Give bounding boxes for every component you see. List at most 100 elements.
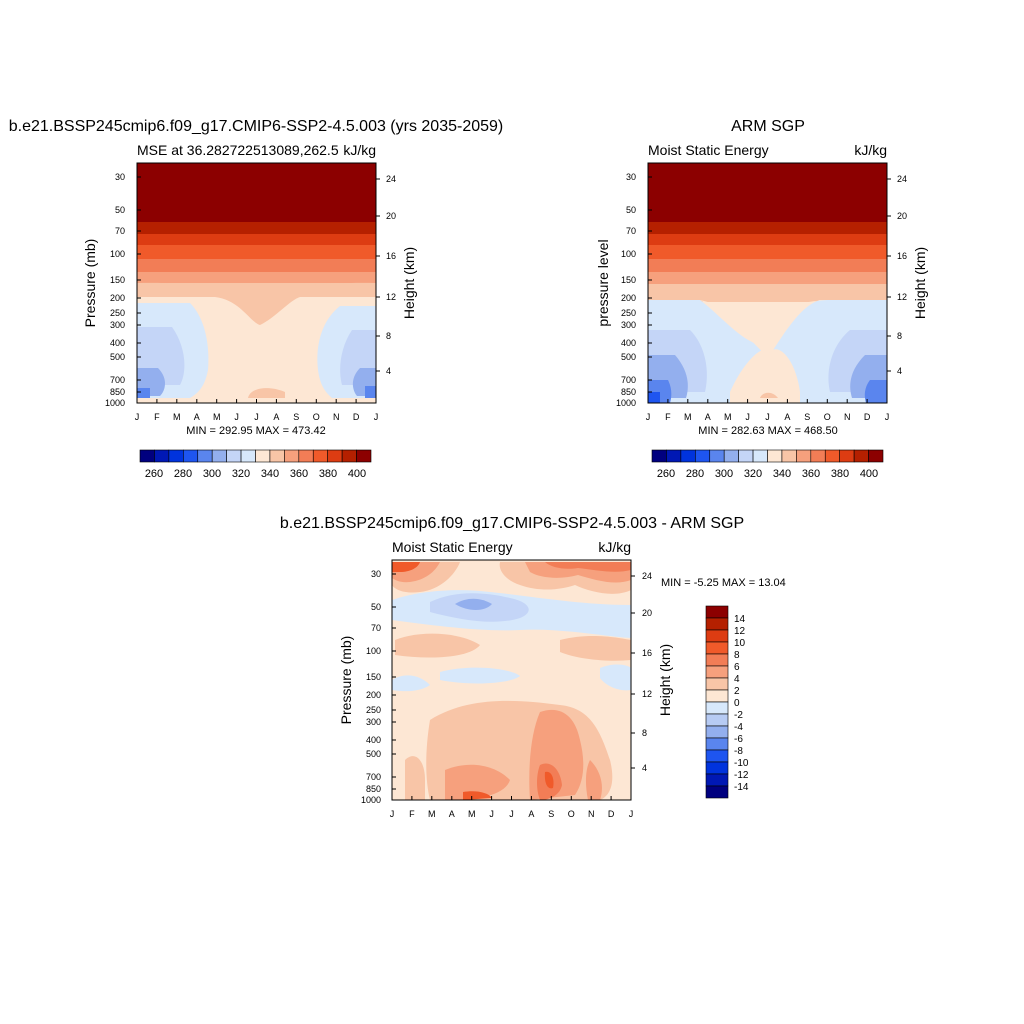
p2-ytick-150: 150 bbox=[621, 275, 636, 285]
p1-ytick-300: 300 bbox=[110, 320, 125, 330]
p2-xtick-12: J bbox=[885, 412, 890, 422]
p1-ytick-1000: 1000 bbox=[105, 398, 125, 408]
p1-xtick-3: A bbox=[194, 412, 200, 422]
panel-diff-title: b.e21.BSSP245cmip6.f09_g17.CMIP6-SSP2-4.… bbox=[280, 515, 744, 532]
p1-xtick-5: J bbox=[234, 412, 239, 422]
panel-diff-ylabel: Pressure (mb) bbox=[338, 636, 354, 725]
p3-cb-label-0: 0 bbox=[734, 698, 740, 709]
p2-htick-16: 16 bbox=[897, 251, 907, 261]
p3-xtick-2: M bbox=[428, 809, 436, 819]
p3-xtick-8: S bbox=[548, 809, 554, 819]
colorbar-swatch bbox=[255, 449, 271, 463]
panel-model-height-ticks: 24 20 16 12 8 4 bbox=[376, 174, 396, 376]
panel-obs-x-ticks: J F M A M J J A S O N D J bbox=[646, 399, 890, 422]
p1-xtick-8: S bbox=[293, 412, 299, 422]
colorbar-swatch bbox=[705, 701, 729, 715]
panel-obs-colorbar: 260 280 300 320 340 360 380 400 bbox=[651, 449, 884, 480]
p1-cb-label-360: 360 bbox=[290, 468, 308, 480]
panel-obs-y-ticks: 30 50 70 100 150 200 250 300 400 500 700… bbox=[616, 172, 652, 408]
p1-ytick-200: 200 bbox=[110, 293, 125, 303]
panel-model-y-ticks: 30 50 70 100 150 200 250 300 400 500 700… bbox=[105, 172, 141, 408]
p2-htick-24: 24 bbox=[897, 174, 907, 184]
p2-cb-label-400: 400 bbox=[860, 468, 878, 480]
p1-ytick-30: 30 bbox=[115, 172, 125, 182]
p1-htick-12: 12 bbox=[386, 292, 396, 302]
p3-cb-label-8: 8 bbox=[734, 650, 740, 661]
p1-ytick-100: 100 bbox=[110, 249, 125, 259]
colorbar-swatch bbox=[240, 449, 256, 463]
p2-xtick-4: M bbox=[724, 412, 732, 422]
p3-xtick-12: J bbox=[629, 809, 634, 819]
p3-ytick-250: 250 bbox=[366, 705, 381, 715]
panel-model-x-ticks: J F M A M J J A S O N D J bbox=[135, 399, 378, 422]
p3-cb-label-m4: -4 bbox=[734, 722, 743, 733]
p1-htick-16: 16 bbox=[386, 251, 396, 261]
panel-obs: ARM SGP Moist Static Energy kJ/kg bbox=[595, 118, 928, 480]
colorbar-swatch bbox=[752, 449, 768, 463]
p3-cb-label-6: 6 bbox=[734, 662, 740, 673]
colorbar-swatch bbox=[709, 449, 725, 463]
colorbar-swatch bbox=[651, 449, 667, 463]
panel-diff-ylabel-right: Height (km) bbox=[657, 644, 673, 716]
p3-ytick-500: 500 bbox=[366, 749, 381, 759]
p1-cb-label-260: 260 bbox=[145, 468, 163, 480]
colorbar-swatch bbox=[705, 653, 729, 667]
p3-cb-label-m2: -2 bbox=[734, 710, 743, 721]
p1-xtick-11: D bbox=[353, 412, 360, 422]
p3-xtick-4: M bbox=[468, 809, 476, 819]
p2-xtick-5: J bbox=[745, 412, 750, 422]
panel-model-ylabel-right: Height (km) bbox=[401, 247, 417, 319]
colorbar-swatch bbox=[781, 449, 797, 463]
colorbar-swatch bbox=[868, 449, 884, 463]
colorbar-swatch bbox=[197, 449, 213, 463]
colorbar-swatch bbox=[327, 449, 343, 463]
p1-xtick-4: M bbox=[213, 412, 221, 422]
colorbar-swatch bbox=[695, 449, 711, 463]
panel-obs-title: ARM SGP bbox=[731, 118, 805, 135]
p2-xtick-2: M bbox=[684, 412, 692, 422]
p1-htick-20: 20 bbox=[386, 211, 396, 221]
panel-obs-height-ticks: 24 20 16 12 8 4 bbox=[887, 174, 907, 376]
panel-obs-ylabel: pressure level bbox=[595, 239, 611, 326]
p3-xtick-3: A bbox=[449, 809, 455, 819]
p2-htick-12: 12 bbox=[897, 292, 907, 302]
colorbar-swatch bbox=[705, 617, 729, 631]
p2-xtick-8: S bbox=[804, 412, 810, 422]
colorbar-swatch bbox=[705, 689, 729, 703]
p1-htick-8: 8 bbox=[386, 331, 391, 341]
p1-cb-label-340: 340 bbox=[261, 468, 279, 480]
panel-obs-ylabel-right: Height (km) bbox=[912, 247, 928, 319]
p3-cb-label-m8: -8 bbox=[734, 746, 743, 757]
p2-ytick-70: 70 bbox=[626, 226, 636, 236]
p1-cb-label-320: 320 bbox=[232, 468, 250, 480]
panel-diff: b.e21.BSSP245cmip6.f09_g17.CMIP6-SSP2-4.… bbox=[280, 515, 786, 819]
p1-cb-label-400: 400 bbox=[348, 468, 366, 480]
panel-model-ylabel: Pressure (mb) bbox=[82, 239, 98, 328]
p3-xtick-9: O bbox=[568, 809, 575, 819]
p3-ytick-30: 30 bbox=[371, 569, 381, 579]
p2-xtick-7: A bbox=[784, 412, 790, 422]
p1-ytick-70: 70 bbox=[115, 226, 125, 236]
p2-htick-20: 20 bbox=[897, 211, 907, 221]
colorbar-swatch bbox=[705, 761, 729, 775]
panel-diff-left-string: Moist Static Energy bbox=[392, 539, 513, 555]
panel-obs-right-string: kJ/kg bbox=[854, 142, 887, 158]
p1-ytick-700: 700 bbox=[110, 375, 125, 385]
colorbar-swatch bbox=[705, 677, 729, 691]
panel-diff-right-string: kJ/kg bbox=[598, 539, 631, 555]
p3-htick-16: 16 bbox=[642, 648, 652, 658]
p2-ytick-200: 200 bbox=[621, 293, 636, 303]
p2-ytick-700: 700 bbox=[621, 375, 636, 385]
p3-cb-label-14: 14 bbox=[734, 614, 746, 625]
colorbar-swatch bbox=[767, 449, 783, 463]
colorbar-swatch bbox=[853, 449, 869, 463]
colorbar-swatch bbox=[705, 785, 729, 799]
p2-cb-label-360: 360 bbox=[802, 468, 820, 480]
p2-cb-label-320: 320 bbox=[744, 468, 762, 480]
colorbar-swatch bbox=[666, 449, 682, 463]
p2-ytick-1000: 1000 bbox=[616, 398, 636, 408]
p3-ytick-850: 850 bbox=[366, 784, 381, 794]
p2-xtick-3: A bbox=[705, 412, 711, 422]
p2-cb-label-280: 280 bbox=[686, 468, 704, 480]
p2-cb-label-380: 380 bbox=[831, 468, 849, 480]
